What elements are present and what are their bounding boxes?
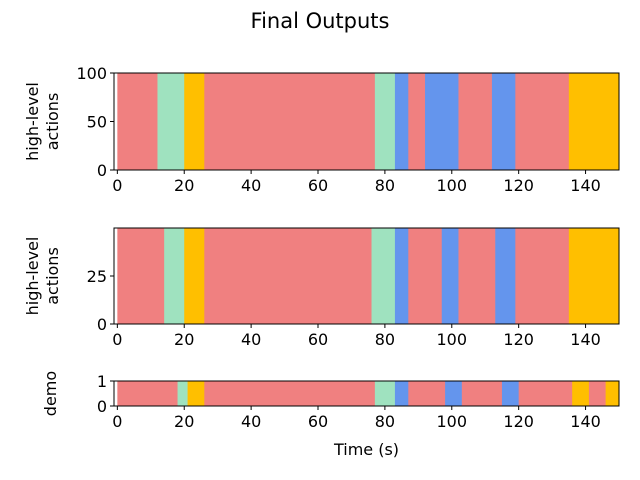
x-tick-label-bottom-1: 20 bbox=[174, 412, 194, 431]
panel-top: 0 20 40 60 80 100 120 140 0 50 100 high-level action… bbox=[23, 64, 620, 195]
segment-top-8 bbox=[458, 73, 493, 170]
x-tick-label-top-0: 0 bbox=[112, 176, 122, 195]
segment-bottom-1 bbox=[177, 381, 189, 406]
segment-bottom-13 bbox=[605, 381, 619, 406]
x-tick-label-middle-3: 60 bbox=[308, 330, 328, 349]
segment-middle-1 bbox=[164, 228, 185, 324]
x-tick-label-top-3: 60 bbox=[308, 176, 328, 195]
panel-bottom-frame bbox=[113, 380, 620, 407]
x-tick-label-bottom-2: 40 bbox=[241, 412, 261, 431]
segment-middle-10 bbox=[515, 228, 570, 324]
segment-middle-3 bbox=[204, 228, 373, 324]
segment-top-6 bbox=[408, 73, 426, 170]
y-tick-label-middle-0: 0 bbox=[97, 315, 107, 334]
x-tick-label-middle-0: 0 bbox=[112, 330, 122, 349]
segment-top-2 bbox=[184, 73, 205, 170]
y-axis-label-middle-1: actions bbox=[43, 247, 62, 305]
y-axis-label-top-1: actions bbox=[43, 93, 62, 151]
segment-middle-6 bbox=[408, 228, 443, 324]
y-axis-label-middle-0: high-level bbox=[23, 237, 42, 316]
segment-middle-2 bbox=[184, 228, 205, 324]
x-tick-label-middle-5: 100 bbox=[437, 330, 468, 349]
segment-bottom-2 bbox=[187, 381, 205, 406]
segment-bottom-6 bbox=[408, 381, 446, 406]
segment-middle-4 bbox=[371, 228, 396, 324]
segment-middle-5 bbox=[394, 228, 409, 324]
panel-middle-segments bbox=[117, 228, 619, 324]
segment-bottom-12 bbox=[588, 381, 607, 406]
segment-top-1 bbox=[157, 73, 185, 170]
x-tick-label-top-5: 100 bbox=[437, 176, 468, 195]
segment-top-7 bbox=[425, 73, 459, 170]
x-tick-label-top-6: 120 bbox=[503, 176, 534, 195]
y-tick-label-top-2: 100 bbox=[76, 64, 107, 83]
x-tick-label-bottom-3: 60 bbox=[308, 412, 328, 431]
segment-top-11 bbox=[568, 73, 619, 170]
x-axis-label: Time (s) bbox=[333, 440, 399, 459]
panel-top-segments bbox=[117, 73, 619, 170]
x-tick-label-top-4: 80 bbox=[375, 176, 395, 195]
segment-middle-11 bbox=[568, 228, 619, 324]
segment-top-0 bbox=[117, 73, 158, 170]
segment-bottom-7 bbox=[445, 381, 463, 406]
x-tick-label-middle-6: 120 bbox=[503, 330, 534, 349]
y-tick-label-middle-1: 25 bbox=[87, 267, 107, 286]
y-axis-label-top-0: high-level bbox=[23, 82, 42, 161]
segment-bottom-11 bbox=[572, 381, 590, 406]
panel-middle: 0 20 40 60 80 100 120 140 0 25 high-level actions bbox=[23, 227, 620, 349]
segment-middle-0 bbox=[117, 228, 165, 324]
chart-title: Final Outputs bbox=[251, 9, 390, 33]
x-tick-label-middle-2: 40 bbox=[241, 330, 261, 349]
y-tick-label-bottom-0: 0 bbox=[97, 397, 107, 416]
segment-bottom-9 bbox=[501, 381, 520, 406]
segment-top-10 bbox=[515, 73, 570, 170]
y-axis-label-bottom-0: demo bbox=[41, 371, 60, 416]
x-tick-label-bottom-4: 80 bbox=[375, 412, 395, 431]
y-tick-label-top-1: 50 bbox=[87, 113, 107, 132]
x-tick-label-middle-7: 140 bbox=[570, 330, 601, 349]
panel-bottom: 0 20 40 60 80 100 120 140 0 1 demo Time (s) bbox=[41, 371, 620, 459]
x-tick-label-bottom-7: 140 bbox=[570, 412, 601, 431]
segment-middle-9 bbox=[495, 228, 516, 324]
x-tick-label-bottom-6: 120 bbox=[503, 412, 534, 431]
segment-bottom-0 bbox=[117, 381, 179, 406]
x-tick-label-bottom-5: 100 bbox=[437, 412, 468, 431]
segment-top-4 bbox=[374, 73, 396, 170]
segment-top-9 bbox=[491, 73, 516, 170]
y-tick-label-bottom-1: 1 bbox=[97, 372, 107, 391]
segment-bottom-3 bbox=[204, 381, 376, 406]
segment-middle-8 bbox=[458, 228, 496, 324]
x-tick-label-bottom-0: 0 bbox=[112, 412, 122, 431]
x-tick-label-top-1: 20 bbox=[174, 176, 194, 195]
segment-bottom-10 bbox=[518, 381, 573, 406]
segment-bottom-4 bbox=[374, 381, 396, 406]
segment-bottom-8 bbox=[461, 381, 503, 406]
x-tick-label-middle-4: 80 bbox=[375, 330, 395, 349]
segment-bottom-5 bbox=[394, 381, 409, 406]
segment-top-3 bbox=[204, 73, 376, 170]
y-tick-label-top-0: 0 bbox=[97, 161, 107, 180]
x-tick-label-top-7: 140 bbox=[570, 176, 601, 195]
segment-top-5 bbox=[394, 73, 409, 170]
segment-middle-7 bbox=[441, 228, 459, 324]
x-tick-label-middle-1: 20 bbox=[174, 330, 194, 349]
x-tick-label-top-2: 40 bbox=[241, 176, 261, 195]
panel-bottom-segments bbox=[117, 381, 619, 406]
